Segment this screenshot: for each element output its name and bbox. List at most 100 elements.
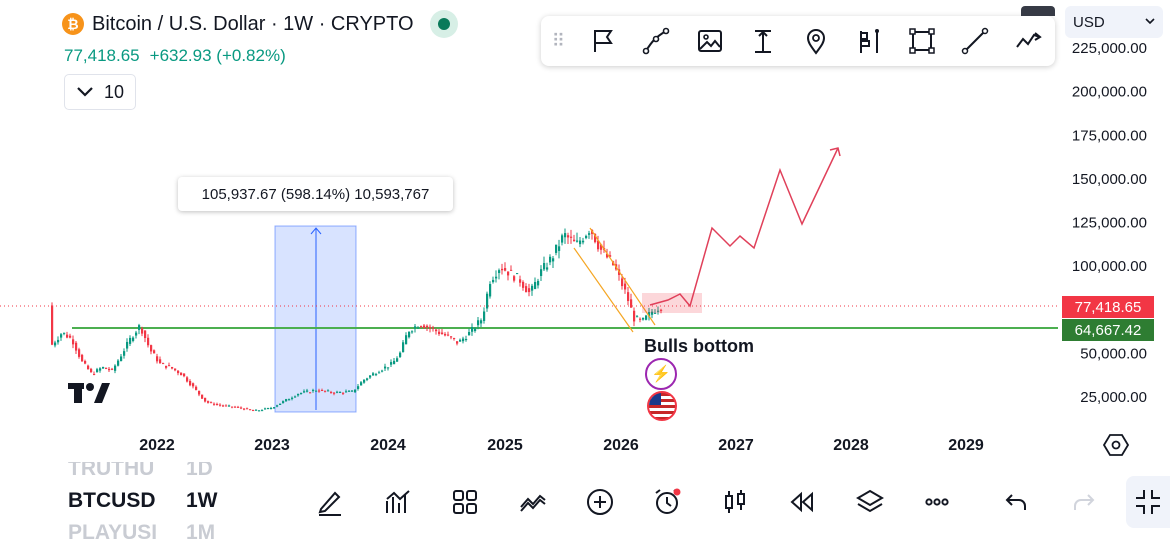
candle bbox=[141, 326, 144, 337]
candle bbox=[525, 283, 528, 293]
candle bbox=[72, 335, 75, 349]
rectangle-icon[interactable] bbox=[896, 16, 949, 66]
tradingview-logo bbox=[68, 383, 110, 403]
image-icon[interactable] bbox=[683, 16, 736, 66]
candle bbox=[270, 406, 273, 410]
layouts-icon[interactable] bbox=[445, 482, 485, 522]
candle bbox=[177, 369, 180, 376]
symbol-header[interactable]: ₿ Bitcoin / U.S. Dollar · 1W · CRYPTO bbox=[62, 10, 458, 38]
candle bbox=[438, 329, 441, 336]
candle bbox=[516, 273, 519, 275]
add-icon[interactable] bbox=[580, 482, 620, 522]
candle bbox=[429, 324, 432, 333]
candle bbox=[657, 306, 660, 315]
candle bbox=[165, 365, 168, 370]
candle bbox=[234, 405, 237, 408]
measure-range bbox=[274, 225, 357, 413]
candle bbox=[327, 389, 330, 392]
pin-icon[interactable] bbox=[789, 16, 842, 66]
candle bbox=[192, 382, 195, 389]
candle bbox=[147, 334, 150, 348]
symbol-title[interactable]: Bitcoin / U.S. Dollar · 1W · CRYPTO bbox=[92, 12, 414, 35]
candle bbox=[375, 372, 378, 377]
compare-icon[interactable] bbox=[513, 482, 553, 522]
drawing-toolbar: ⠿ bbox=[541, 16, 1055, 66]
market-status-icon[interactable] bbox=[429, 10, 458, 38]
panel-tab[interactable] bbox=[1021, 6, 1055, 16]
layers-icon[interactable] bbox=[850, 482, 890, 522]
candle bbox=[342, 392, 345, 395]
event-bolt-icon[interactable]: ⚡ bbox=[645, 358, 677, 390]
undo-icon[interactable] bbox=[997, 482, 1037, 522]
candle bbox=[627, 286, 630, 306]
y-tick-label: 200,000.00 bbox=[1072, 84, 1147, 101]
candle bbox=[105, 367, 108, 370]
chart-type-icon[interactable] bbox=[715, 482, 755, 522]
candle bbox=[381, 369, 384, 373]
candle bbox=[144, 330, 147, 343]
chart-settings-icon[interactable] bbox=[1103, 432, 1129, 458]
candle bbox=[405, 332, 408, 345]
indicators-icon[interactable] bbox=[378, 482, 418, 522]
candle bbox=[450, 335, 453, 340]
candle bbox=[435, 328, 438, 335]
candle bbox=[513, 274, 516, 283]
measure-tooltip-text: 105,937.67 (598.14%) 10,593,767 bbox=[201, 185, 430, 203]
text-cursor-icon[interactable] bbox=[736, 16, 789, 66]
x-tick-label: 2029 bbox=[948, 437, 984, 454]
candle bbox=[282, 400, 285, 404]
candle bbox=[279, 403, 282, 406]
candle bbox=[219, 403, 222, 407]
candle bbox=[432, 325, 435, 332]
candle bbox=[240, 406, 243, 410]
candle bbox=[174, 368, 177, 372]
candle bbox=[468, 328, 471, 336]
candle bbox=[549, 254, 552, 266]
candle bbox=[162, 362, 165, 365]
candle bbox=[222, 404, 225, 407]
candle bbox=[579, 237, 582, 248]
candle bbox=[90, 367, 93, 373]
line-icon[interactable] bbox=[949, 16, 1002, 66]
currency-select[interactable]: USD bbox=[1065, 6, 1163, 38]
us-flag-event-icon[interactable] bbox=[647, 391, 677, 421]
price-chart[interactable]: 225,000.00 200,000.00 175,000.00 150,000.00… bbox=[0, 0, 1170, 462]
candle bbox=[294, 395, 297, 398]
trendline-icon[interactable] bbox=[630, 16, 683, 66]
indicator-count: 10 bbox=[103, 81, 125, 102]
candle bbox=[537, 278, 540, 289]
alert-icon[interactable] bbox=[647, 482, 687, 522]
more-icon[interactable] bbox=[917, 482, 957, 522]
currency-value: USD bbox=[1073, 13, 1105, 31]
candle bbox=[585, 234, 588, 240]
y-tick-label: 25,000.00 bbox=[1080, 389, 1147, 406]
candle bbox=[471, 323, 474, 336]
symbol-picker[interactable]: TRUTHU 1D BTCUSD 1W PLAYUSI 1M bbox=[68, 462, 218, 540]
path-icon[interactable] bbox=[1002, 16, 1055, 66]
candle bbox=[126, 338, 129, 352]
candle bbox=[519, 275, 522, 287]
long-position-icon[interactable] bbox=[842, 16, 895, 66]
candle bbox=[180, 372, 183, 376]
candle bbox=[561, 233, 564, 246]
candle bbox=[639, 317, 642, 323]
candle bbox=[504, 262, 507, 272]
replay-icon[interactable] bbox=[782, 482, 822, 522]
candle bbox=[249, 409, 252, 411]
x-tick-label: 2028 bbox=[833, 437, 869, 454]
candle bbox=[288, 398, 291, 401]
fullscreen-exit-icon[interactable] bbox=[1126, 476, 1170, 528]
draw-icon[interactable] bbox=[310, 482, 350, 522]
candle bbox=[255, 409, 258, 411]
candle bbox=[252, 409, 255, 412]
candle bbox=[636, 314, 639, 318]
candle bbox=[333, 391, 336, 396]
flag-icon[interactable] bbox=[577, 16, 630, 66]
candle bbox=[654, 309, 657, 314]
drag-handle-icon[interactable]: ⠿ bbox=[551, 30, 566, 51]
indicator-toggle[interactable]: 10 bbox=[64, 74, 136, 110]
redo-icon[interactable] bbox=[1063, 482, 1103, 522]
x-axis: 2022 2023 2024 2025 2026 2027 2028 2029 bbox=[139, 437, 984, 454]
candle bbox=[297, 393, 300, 397]
candle bbox=[384, 363, 387, 371]
